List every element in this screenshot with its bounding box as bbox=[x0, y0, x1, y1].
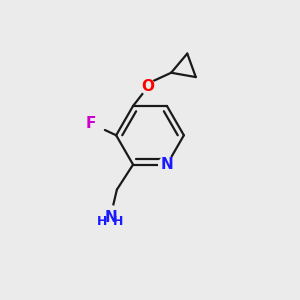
Text: O: O bbox=[141, 80, 154, 94]
Text: N: N bbox=[160, 157, 173, 172]
Circle shape bbox=[140, 80, 155, 94]
Circle shape bbox=[159, 156, 175, 173]
Text: N: N bbox=[105, 209, 117, 224]
Text: F: F bbox=[86, 116, 96, 131]
Text: H: H bbox=[113, 215, 123, 228]
Text: H: H bbox=[96, 215, 107, 228]
Circle shape bbox=[102, 206, 120, 224]
Circle shape bbox=[84, 116, 98, 131]
